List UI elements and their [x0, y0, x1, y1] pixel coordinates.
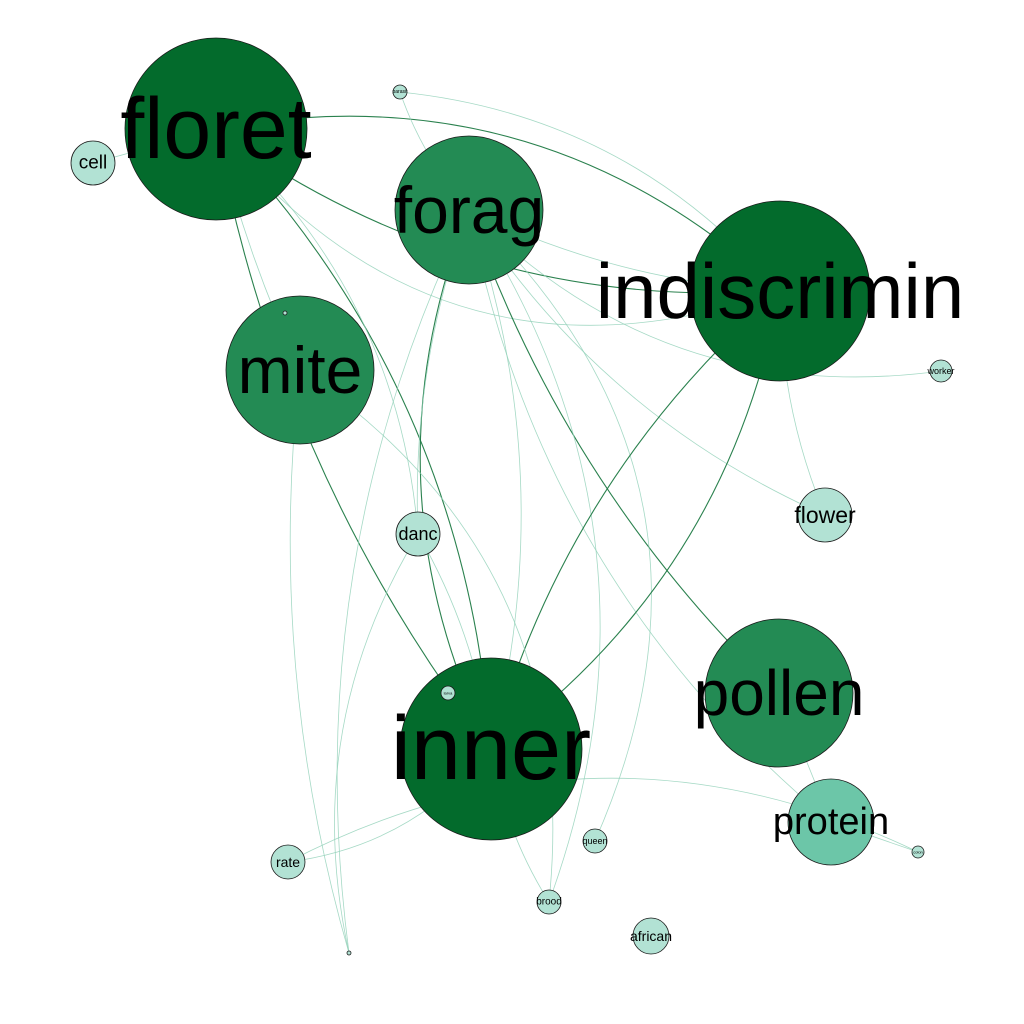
- node-label-mite: mite: [238, 333, 363, 407]
- node-inner[interactable]: inner: [391, 657, 591, 841]
- node-circle-cell[interactable]: [70, 140, 116, 186]
- edge-forag-pollen: [468, 209, 780, 694]
- node-label-worker: worker: [926, 366, 954, 376]
- node-label-flower: flower: [794, 502, 856, 528]
- node-colon[interactable]: colon: [911, 845, 925, 859]
- node-mite[interactable]: mite: [225, 295, 375, 445]
- node-label-colon: colon: [913, 850, 923, 855]
- node-pollen[interactable]: pollen: [694, 618, 865, 768]
- node-circle-mite[interactable]: [225, 295, 375, 445]
- node-circle-flower[interactable]: [797, 487, 853, 543]
- node-circle-queen[interactable]: [582, 828, 608, 854]
- node-protein[interactable]: protein: [773, 778, 889, 866]
- node-label-cell: cell: [79, 153, 108, 174]
- node-forag[interactable]: forag: [394, 135, 544, 285]
- node-label-parasit: parasit: [392, 89, 408, 95]
- node-label-indiscrimin: indiscrimin: [596, 247, 964, 335]
- node-circle-african[interactable]: [632, 917, 670, 955]
- node-label-danc: danc: [398, 524, 437, 544]
- node-circle-indiscrimin[interactable]: [689, 200, 871, 382]
- node-cell[interactable]: cell: [70, 140, 116, 186]
- node-circle-protein[interactable]: [787, 778, 875, 866]
- node-queen[interactable]: queen: [582, 828, 608, 854]
- node-circle-tiny2[interactable]: [346, 950, 352, 956]
- node-indiscrimin[interactable]: indiscrimin: [596, 200, 964, 382]
- node-circle-worker[interactable]: [929, 359, 953, 383]
- node-circle-inner[interactable]: [399, 657, 583, 841]
- node-floret[interactable]: floret: [120, 37, 312, 221]
- node-african[interactable]: african: [630, 917, 672, 955]
- edge-forag-brood: [468, 209, 601, 903]
- nodes-layer: floret forag indiscrimin mite inner pollen pro…: [70, 37, 964, 956]
- node-label-floret: floret: [120, 81, 311, 177]
- edge-danc-tiny2: [334, 533, 419, 954]
- node-circle-danc[interactable]: [395, 511, 441, 557]
- edge-forag-worker: [468, 209, 942, 378]
- node-label-rate: rate: [276, 854, 300, 870]
- node-circle-tiny1[interactable]: [282, 310, 288, 316]
- node-circle-rate[interactable]: [270, 844, 306, 880]
- node-circle-larva[interactable]: [440, 685, 456, 701]
- node-danc[interactable]: danc: [395, 511, 441, 557]
- node-circle-forag[interactable]: [394, 135, 544, 285]
- edge-forag-queen: [468, 209, 652, 842]
- node-circle-brood[interactable]: [536, 889, 562, 915]
- node-larva[interactable]: larva: [440, 685, 456, 701]
- node-label-pollen: pollen: [694, 657, 865, 729]
- edge-forag-tiny2: [336, 209, 470, 954]
- node-rate[interactable]: rate: [270, 844, 306, 880]
- node-flower[interactable]: flower: [794, 487, 856, 543]
- node-label-larva: larva: [444, 691, 453, 696]
- edge-floret-inner: [215, 128, 492, 750]
- edges-layer: [92, 91, 942, 954]
- edge-floret-inner: [215, 128, 492, 750]
- node-brood[interactable]: brood: [536, 889, 562, 915]
- node-label-african: african: [630, 928, 672, 944]
- node-label-protein: protein: [773, 801, 889, 843]
- node-label-forag: forag: [394, 173, 544, 247]
- node-circle-floret[interactable]: [124, 37, 308, 221]
- node-circle-pollen[interactable]: [704, 618, 854, 768]
- node-worker[interactable]: worker: [926, 359, 955, 383]
- node-tiny2[interactable]: [346, 950, 352, 956]
- node-label-brood: brood: [536, 897, 562, 908]
- node-label-inner: inner: [391, 699, 591, 799]
- edge-floret-indiscrimin: [215, 128, 781, 326]
- node-circle-parasit[interactable]: [392, 84, 408, 100]
- node-parasit[interactable]: parasit: [392, 84, 408, 100]
- node-tiny1[interactable]: [282, 310, 288, 316]
- node-label-queen: queen: [582, 836, 607, 846]
- edge-mite-tiny2: [289, 369, 350, 954]
- node-circle-colon[interactable]: [911, 845, 925, 859]
